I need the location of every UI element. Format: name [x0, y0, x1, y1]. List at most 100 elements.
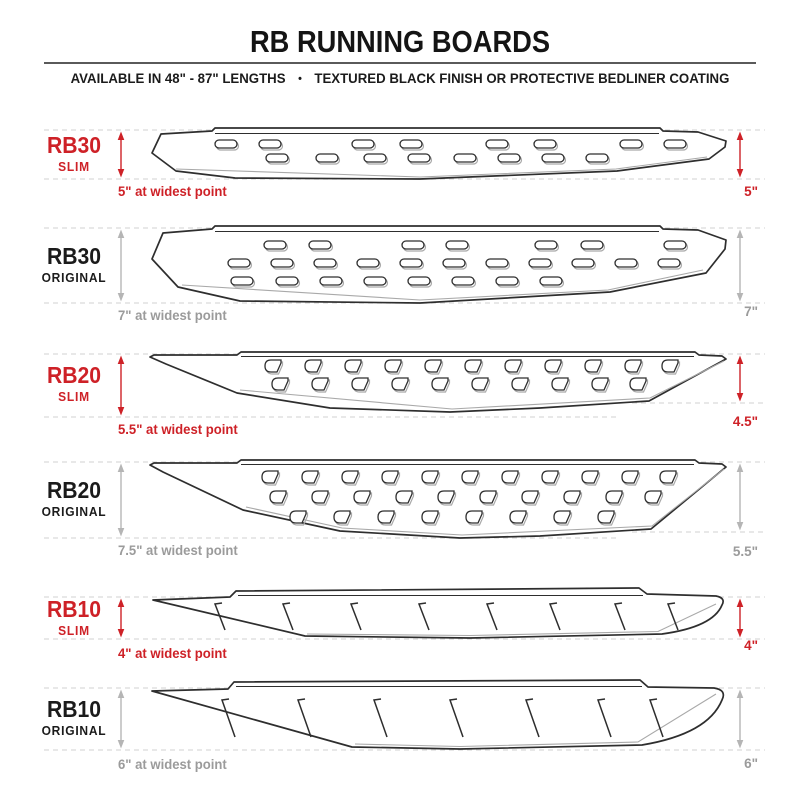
board-model: RB20	[46, 477, 102, 503]
oval-slot	[230, 276, 254, 286]
oval-slot	[275, 276, 299, 286]
board-variant: SLIM	[58, 390, 90, 404]
arrowhead-up-icon	[736, 689, 744, 698]
oval-slot	[534, 240, 558, 250]
d-slot	[541, 470, 559, 484]
oval-slot	[399, 139, 423, 149]
d-slot	[421, 470, 439, 484]
board-variant: SLIM	[58, 624, 90, 638]
right-width-value: 5"	[744, 184, 758, 199]
subtitle-finish: TEXTURED BLACK FINISH OR PROTECTIVE BEDL…	[314, 71, 730, 86]
arrowhead-up-icon	[117, 355, 125, 364]
oval-slot	[263, 240, 287, 250]
left-width-caption: 7" at widest point	[118, 308, 227, 323]
d-slot	[431, 377, 449, 391]
bullet-separator: •	[298, 73, 302, 85]
board-variant: ORIGINAL	[41, 271, 107, 285]
oval-slot	[585, 153, 609, 163]
d-slot	[289, 510, 307, 524]
slash-mark	[281, 602, 294, 631]
d-slot	[395, 490, 413, 504]
oval-slot	[663, 240, 687, 250]
oval-slot	[270, 258, 294, 268]
oval-slot	[541, 153, 565, 163]
board-label-rb30-original: RB30 ORIGINAL	[22, 245, 126, 285]
board-shadow-line	[306, 603, 717, 637]
board-outline-rb10-slim	[152, 587, 724, 639]
arrowhead-down-icon	[117, 293, 125, 302]
arrowhead-up-icon	[117, 463, 125, 472]
d-slot	[553, 510, 571, 524]
slash-mark	[596, 698, 612, 738]
d-slot	[605, 490, 623, 504]
oval-slot	[315, 153, 339, 163]
slash-mark	[220, 698, 236, 738]
oval-slot	[363, 153, 387, 163]
slash-mark	[448, 698, 464, 738]
slash-mark	[666, 602, 679, 631]
d-slot	[591, 377, 609, 391]
d-slot	[384, 359, 402, 373]
oval-slot	[619, 139, 643, 149]
arrowhead-up-icon	[736, 463, 744, 472]
oval-slot	[533, 139, 557, 149]
d-slot	[659, 470, 677, 484]
slash-mark	[296, 698, 312, 738]
board-model: RB20	[46, 362, 102, 388]
oval-slot	[399, 258, 423, 268]
d-slot	[341, 470, 359, 484]
d-slot	[304, 359, 322, 373]
board-label-rb20-original: RB20 ORIGINAL	[22, 479, 126, 519]
arrowhead-down-icon	[117, 407, 125, 416]
d-slot	[377, 510, 395, 524]
right-width-value: 7"	[744, 304, 758, 319]
slash-mark	[613, 602, 626, 631]
d-slot	[269, 490, 287, 504]
d-slot	[509, 510, 527, 524]
d-slot	[471, 377, 489, 391]
oval-slot	[308, 240, 332, 250]
slash-mark	[485, 602, 498, 631]
d-slot	[271, 377, 289, 391]
d-slot	[301, 470, 319, 484]
board-shadow-line	[181, 269, 704, 301]
board-model: RB10	[46, 696, 102, 722]
d-slot	[311, 377, 329, 391]
oval-slot	[485, 258, 509, 268]
board-model: RB30	[46, 132, 102, 158]
board-outline-rb30-slim	[151, 127, 727, 180]
d-slot	[511, 377, 529, 391]
d-slot	[261, 470, 279, 484]
arrowhead-down-icon	[736, 740, 744, 749]
d-slot	[563, 490, 581, 504]
oval-slot	[319, 276, 343, 286]
oval-slot	[451, 276, 475, 286]
slash-mark	[213, 602, 226, 631]
oval-slot	[528, 258, 552, 268]
d-slot	[465, 510, 483, 524]
oval-slot	[214, 139, 238, 149]
left-width-caption: 5.5" at widest point	[118, 422, 238, 437]
arrowhead-down-icon	[117, 528, 125, 537]
left-width-caption: 7.5" at widest point	[118, 543, 238, 558]
arrowhead-up-icon	[736, 598, 744, 607]
oval-slot	[407, 153, 431, 163]
d-slot	[624, 359, 642, 373]
d-slot	[391, 377, 409, 391]
d-slot	[661, 359, 679, 373]
d-slot	[521, 490, 539, 504]
d-slot	[344, 359, 362, 373]
arrowhead-up-icon	[117, 598, 125, 607]
d-slot	[437, 490, 455, 504]
oval-slot	[497, 153, 521, 163]
arrowhead-up-icon	[736, 355, 744, 364]
oval-slot	[351, 139, 375, 149]
board-shadow-line	[239, 360, 725, 410]
arrowhead-down-icon	[117, 169, 125, 178]
arrowhead-up-icon	[117, 229, 125, 238]
d-slot	[311, 490, 329, 504]
d-slot	[351, 377, 369, 391]
board-model: RB10	[46, 596, 102, 622]
